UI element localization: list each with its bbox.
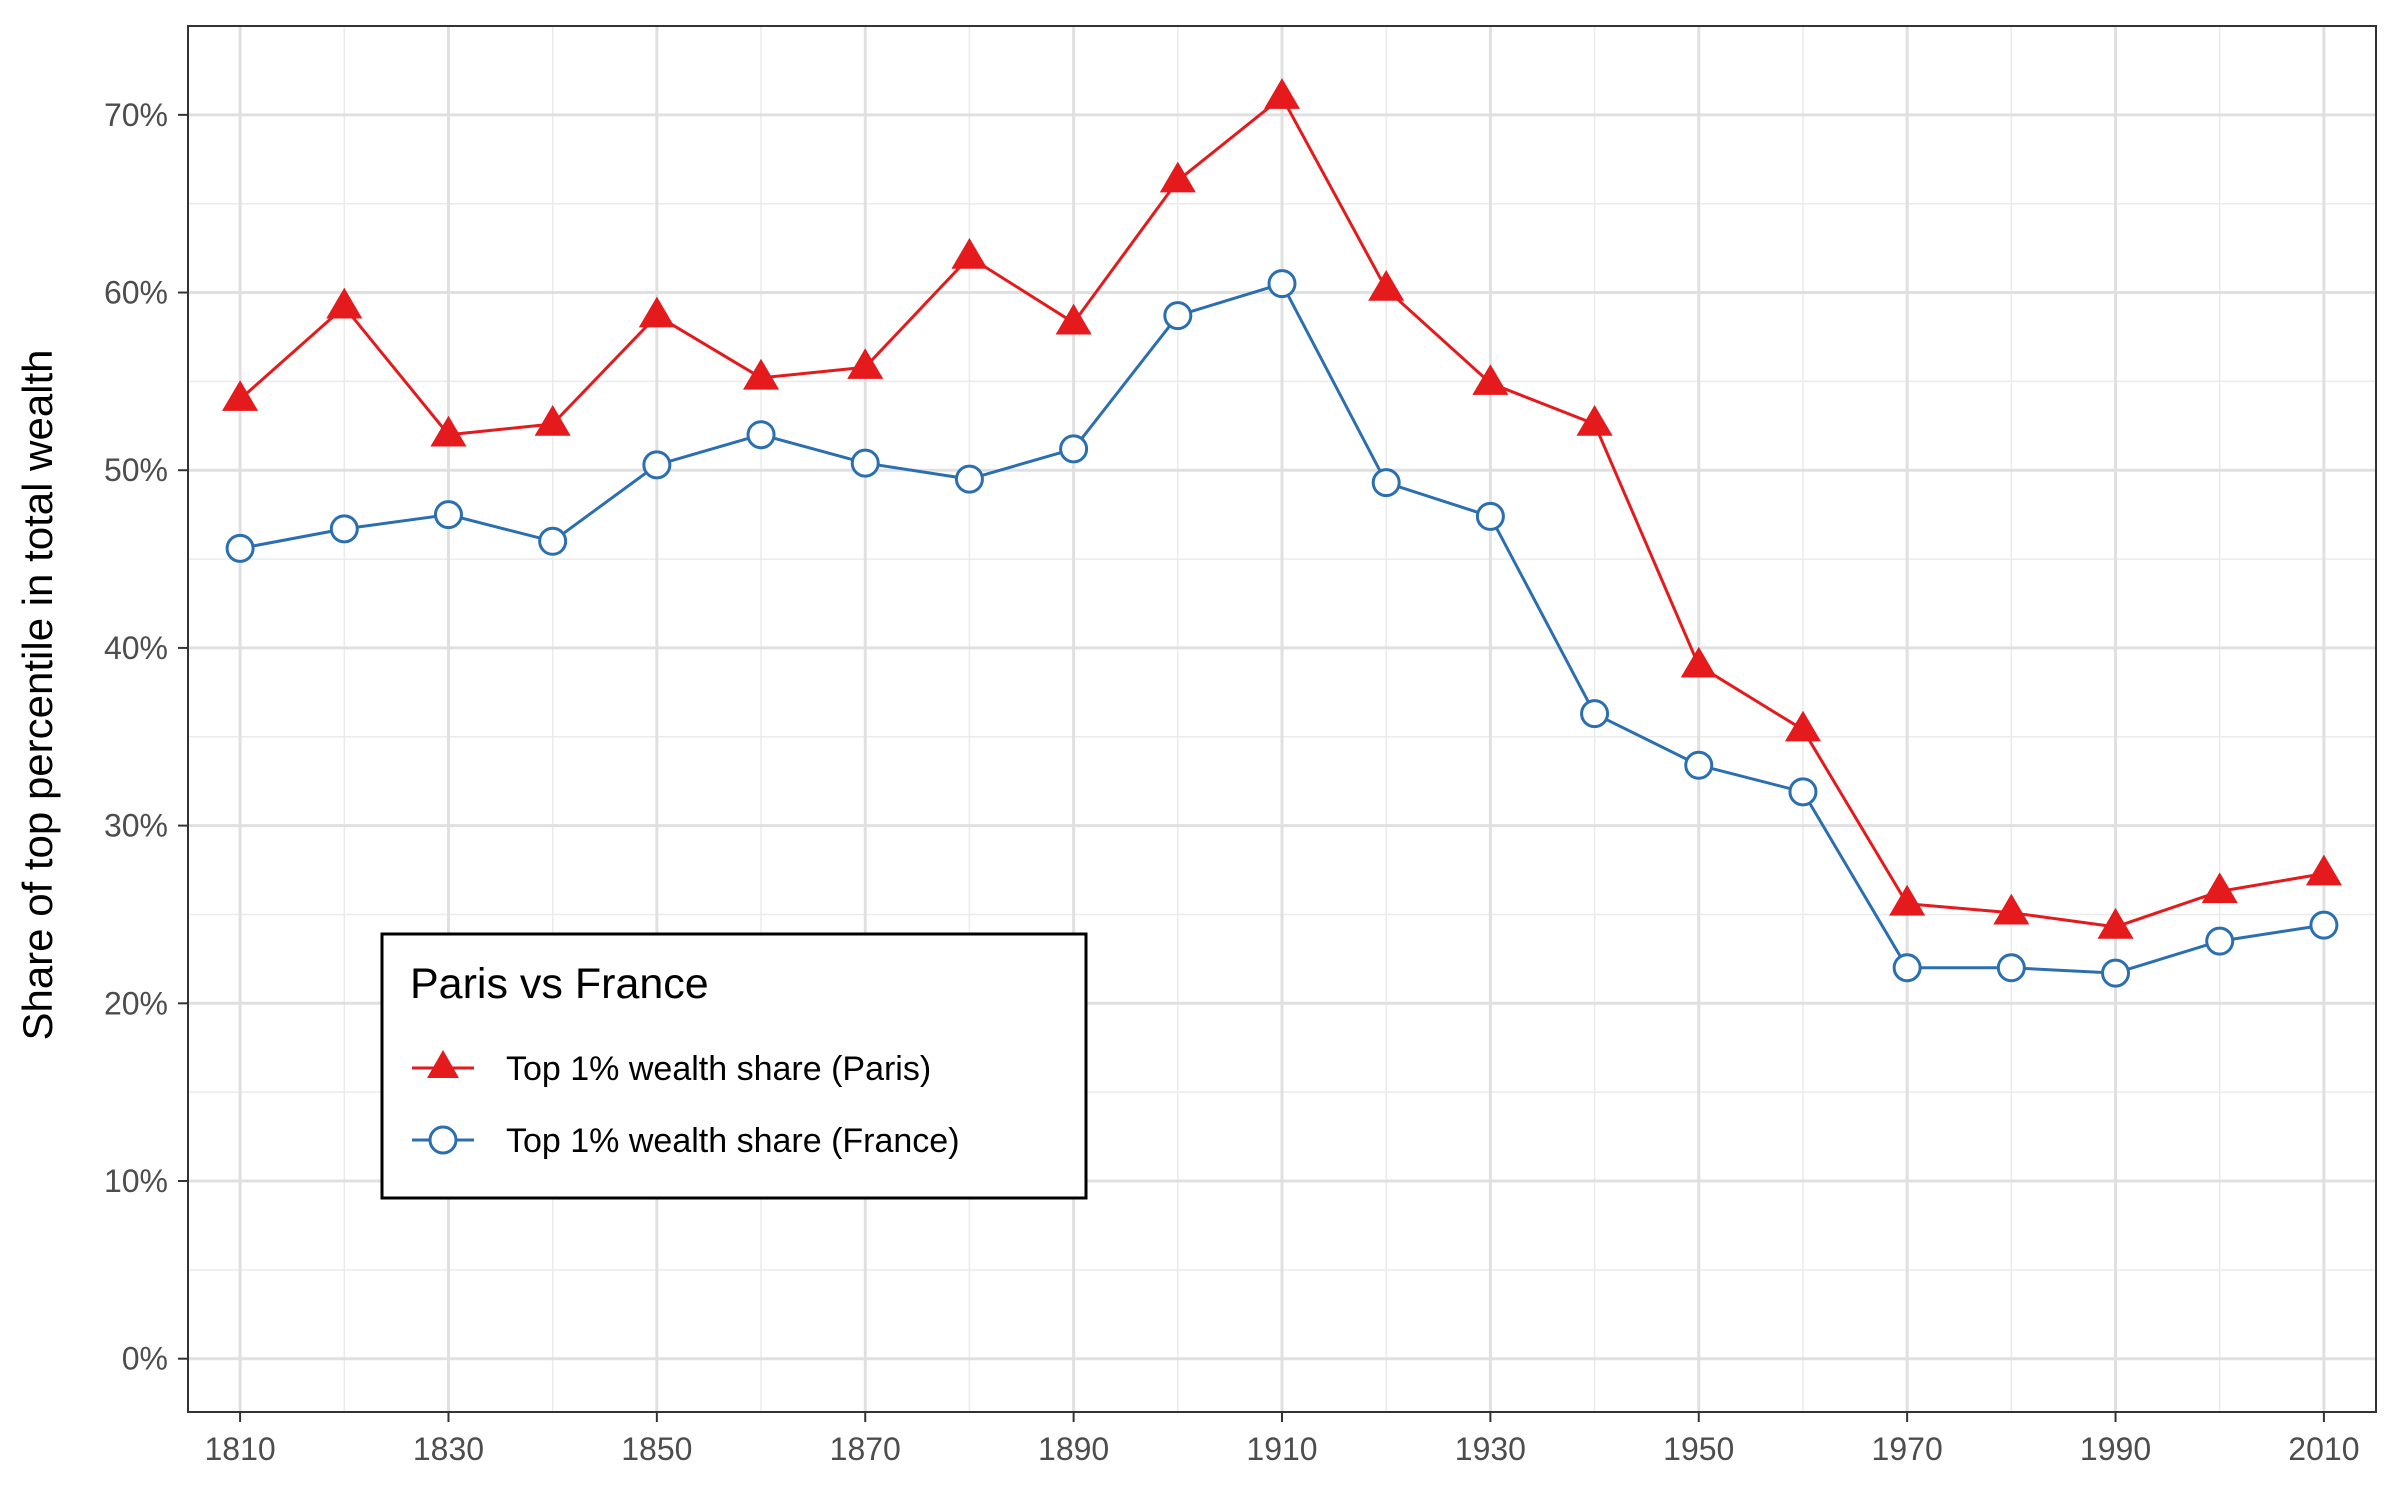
triangle-marker-icon: [427, 1050, 459, 1078]
paris-data-point: [1889, 884, 1926, 916]
paris-data-point: [430, 415, 467, 447]
france-data-point: [1059, 434, 1089, 464]
france-data-point: [2101, 958, 2131, 988]
france-data-point: [433, 500, 463, 530]
legend-box: [380, 932, 1088, 1200]
y-tick-label: 30%: [104, 808, 168, 844]
axis-ticks: [178, 113, 2325, 1422]
paris-data-point: [2305, 854, 2342, 886]
france-data-point: [1684, 750, 1714, 780]
france-data-point: [225, 533, 255, 563]
y-tick-label: 40%: [104, 630, 168, 666]
france-data-point: [1580, 699, 1610, 729]
paris-data-point: [222, 380, 259, 411]
paris-data-point: [951, 238, 988, 269]
france-data-point: [1892, 953, 1922, 983]
series-layer: [222, 78, 2342, 988]
x-tick-label: 1890: [1038, 1431, 1109, 1467]
x-tick-label: 2010: [2288, 1431, 2359, 1467]
circle-marker-icon: [428, 1125, 458, 1155]
x-tick-label: 1970: [1872, 1431, 1943, 1467]
x-tick-label: 1830: [413, 1431, 484, 1467]
y-axis-title: Share of top percentile in total wealth: [14, 349, 61, 1040]
france-data-point: [954, 464, 984, 494]
paris-data-point: [2201, 872, 2238, 904]
x-tick-label: 1910: [1246, 1431, 1317, 1467]
paris-data-point: [743, 358, 780, 390]
y-tick-label: 50%: [104, 452, 168, 488]
legend-label-paris: Top 1% wealth share (Paris): [506, 1050, 931, 1088]
france-data-point: [1996, 953, 2026, 983]
x-tick-label: 1990: [2080, 1431, 2151, 1467]
paris-data-point: [1472, 364, 1509, 395]
paris-data-point: [1368, 270, 1405, 301]
france-data-point: [850, 448, 880, 478]
y-tick-label: 60%: [104, 275, 168, 311]
france-data-point: [2309, 910, 2339, 940]
series-paris: [222, 78, 2342, 939]
x-tick-label: 1870: [830, 1431, 901, 1467]
legend-item-paris: Top 1% wealth share (Paris): [412, 1050, 931, 1088]
series-france: [225, 269, 2339, 988]
paris-data-point: [1784, 710, 1821, 742]
x-tick-label: 1810: [205, 1431, 276, 1467]
paris-data-point: [534, 405, 571, 436]
france-data-point: [1475, 501, 1505, 531]
x-tick-label: 1930: [1455, 1431, 1526, 1467]
paris-data-point: [1055, 303, 1092, 335]
paris-data-point: [2097, 907, 2134, 939]
france-data-point: [1788, 777, 1818, 807]
legend-item-france: Top 1% wealth share (France): [412, 1122, 960, 1160]
france-data-point: [2205, 926, 2235, 956]
y-tick-label: 0%: [122, 1341, 168, 1377]
x-tick-label: 1950: [1663, 1431, 1734, 1467]
paris-data-point: [1264, 78, 1300, 109]
france-data-point: [1163, 301, 1193, 331]
paris-data-point: [1993, 893, 2030, 925]
paris-data-point: [1576, 405, 1613, 436]
x-axis-tick-labels: 1810 1830 1850 1870 1890 1910 1930 1950 1970 1990…: [205, 1431, 2360, 1467]
france-data-point: [329, 514, 359, 544]
paris-data-point: [326, 287, 363, 319]
y-tick-label: 70%: [104, 97, 168, 133]
paris-data-point: [1159, 161, 1196, 193]
france-data-point: [1267, 269, 1297, 299]
x-tick-label: 1850: [621, 1431, 692, 1467]
y-tick-label: 10%: [104, 1163, 168, 1199]
paris-data-point: [847, 348, 884, 379]
france-data-point: [1371, 468, 1401, 498]
y-tick-label: 20%: [104, 985, 168, 1021]
france-data-point: [746, 420, 776, 450]
legend-title: Paris vs France: [410, 960, 709, 1008]
france-data-point: [642, 450, 672, 480]
france-data-point: [538, 526, 568, 556]
paris-data-point: [1680, 646, 1717, 678]
paris-data-point: [638, 296, 675, 328]
y-axis-tick-labels: 0% 10% 20% 30% 40% 50% 60% 70%: [104, 97, 168, 1377]
legend-label-france: Top 1% wealth share (France): [506, 1122, 960, 1160]
legend: Paris vs France Top 1% wealth share (Par…: [380, 932, 1088, 1200]
